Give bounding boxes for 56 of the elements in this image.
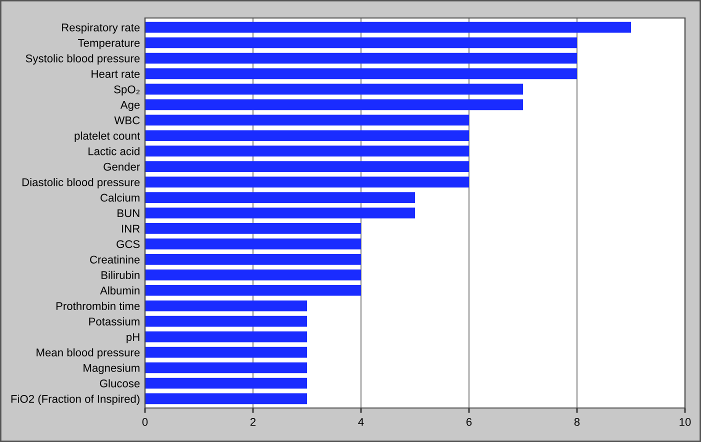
bar [145,99,523,110]
y-tick-label: Potassium [89,317,140,326]
y-tick-label: Gender [104,162,140,171]
x-tick-label: 10 [680,418,691,426]
bar [145,114,469,126]
bar [145,208,415,218]
y-tick-label: Prothrombin time [56,302,140,310]
x-tick-label: 4 [358,418,364,426]
y-tick-label: WBC [114,116,140,124]
y-tick-label: BUN [118,209,140,218]
bar [145,130,469,142]
y-tick-label: Heart rate [92,70,140,78]
bar [145,37,577,48]
bar [145,238,361,250]
bar [145,68,577,80]
y-tick-label: platelet count [74,132,140,142]
y-tick-label: SpO₂ [114,85,140,96]
x-tick-label: 2 [250,418,256,426]
bar [145,223,361,234]
y-tick-label: Lactic acid [88,147,140,156]
bar [145,269,361,280]
x-tick-label: 8 [574,418,580,426]
bar [145,146,469,157]
y-tick-label: INR [122,224,140,232]
y-tick-label: Systolic blood pressure [26,54,140,65]
bar [145,22,631,33]
bar [145,378,307,389]
y-tick-label: Temperature [78,39,140,50]
bar [145,346,307,358]
bar [145,254,361,265]
y-tick-label: Mean blood pressure [36,348,140,359]
y-tick-label: Albumin [100,286,140,295]
bar [145,300,307,312]
bar [145,284,361,296]
bar [145,161,469,172]
y-tick-label: Creatinine [90,255,140,264]
x-tick-label: 6 [466,418,472,426]
bar [145,331,307,342]
y-tick-label: FiO2 (Fraction of Inspired) [11,394,140,406]
y-tick-label: Respiratory rate [62,23,140,34]
bar [145,316,307,327]
bar [145,362,307,374]
y-tick-label: GCS [116,240,140,248]
bar [145,52,577,64]
y-tick-label: Age [120,101,140,111]
x-tick-label: 0 [142,418,148,426]
y-tick-label: Bilirubin [102,270,140,280]
y-tick-label: Magnesium [84,364,140,374]
y-tick-label: Diastolic blood pressure [22,178,140,188]
bar [145,84,523,95]
bar [145,393,307,404]
bar [145,192,415,203]
bar [145,176,469,188]
y-tick-label: Calcium [100,194,140,202]
y-tick-label: Glucose [100,379,140,388]
y-tick-label: pH [126,333,140,344]
